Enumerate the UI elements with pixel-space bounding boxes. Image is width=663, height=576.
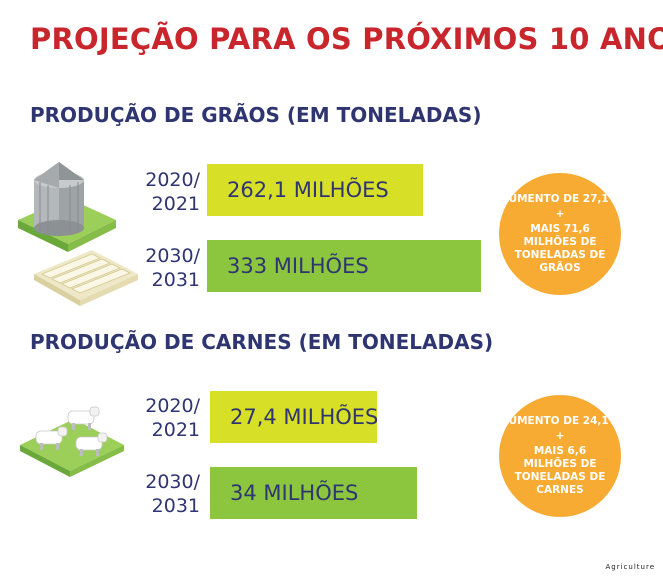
grains-year-2020: 2020/ 2021 (145, 169, 200, 215)
meats-bar-2020: 27,4 MILHÕES (210, 391, 379, 443)
grains-bar-2020-label: 262,1 MILHÕES (227, 178, 389, 202)
grains-section-title: PRODUÇÃO DE GRÃOS (EM TONELADAS) (30, 103, 482, 127)
grains-increase-amount: MAIS 71,6 MILHÕES DE TONELADAS DE GRÃOS (514, 223, 606, 274)
grains-bar-2030: 333 MILHÕES (207, 240, 481, 292)
meats-increase-amount: MAIS 6,6 MILHÕES DE TONELADAS DE CARNES (514, 445, 606, 496)
meats-bar-2020-label: 27,4 MILHÕES (230, 405, 379, 429)
page-title: PROJEÇÃO PARA OS PRÓXIMOS 10 ANOS (30, 22, 663, 56)
meats-increase-percent: AUMENTO DE 24,1% (500, 415, 620, 427)
meats-section-title: PRODUÇÃO DE CARNES (EM TONELADAS) (30, 330, 494, 354)
grains-callout-plus: + (555, 208, 565, 220)
meats-bar-2030: 34 MILHÕES (210, 467, 417, 519)
grains-year-2030: 2030/ 2031 (145, 245, 200, 291)
grain-silo-icon (18, 162, 116, 252)
grains-increase-percent: AUMENTO DE 27,1% (500, 193, 620, 205)
greenhouse-field-icon (34, 250, 138, 306)
meats-callout-plus: + (555, 430, 565, 442)
grains-bar-2030-label: 333 MILHÕES (227, 254, 369, 278)
meats-year-2020: 2020/ 2021 (145, 395, 200, 441)
meats-year-2030: 2030/ 2031 (145, 471, 200, 517)
grains-increase-callout: AUMENTO DE 27,1% + MAIS 71,6 MILHÕES DE … (499, 173, 621, 295)
footer-credit: Agriculture (605, 563, 655, 571)
meats-increase-callout: AUMENTO DE 24,1% + MAIS 6,6 MILHÕES DE T… (499, 395, 621, 517)
cattle-icon (20, 406, 124, 477)
meats-bar-2030-label: 34 MILHÕES (230, 481, 359, 505)
grains-bar-2020: 262,1 MILHÕES (207, 164, 423, 216)
